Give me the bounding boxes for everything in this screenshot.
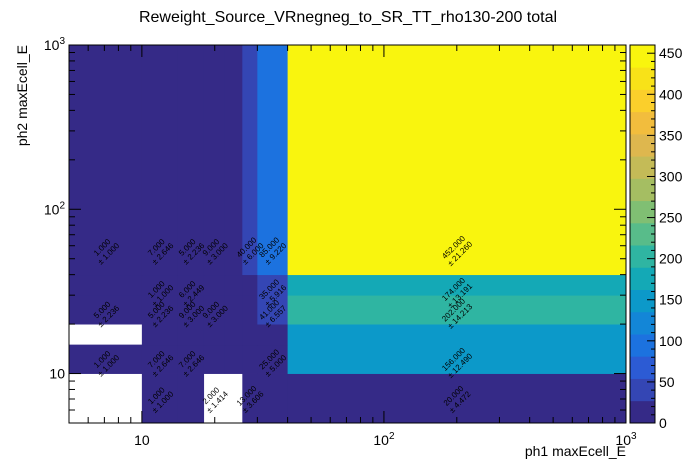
x-tick-exponent: 2 [389,431,395,442]
heatmap-cell [203,344,226,374]
heatmap-cell [141,324,178,346]
heatmap-cell [257,274,288,296]
z-tick-label: 450 [659,45,683,61]
heatmap-cell [257,45,288,276]
heatmap-cell [287,295,627,325]
heatmap-cell [242,274,258,296]
heatmap-cell [242,45,258,276]
heatmap-cell [242,344,258,374]
color-bar-segment [630,178,655,202]
heatmap-cell [177,45,205,276]
heatmap-cell [177,373,205,424]
heatmap-cell [242,295,258,325]
x-axis-label: ph1 maxEcell_E [525,443,626,459]
heatmap-cell [69,45,143,276]
heatmap-cell [177,295,205,325]
z-tick-label: 100 [659,333,683,349]
heatmap-cell [224,344,243,374]
heatmap-cells [69,45,627,424]
x-tick-label: 102 [373,431,395,448]
heatmap-cell [224,295,243,325]
heatmap-cell [141,274,178,296]
color-bar-segment [630,378,655,402]
x-axis: 10 102 103 [68,45,637,448]
y-tick-label: 103 [44,36,66,53]
y-tick-exponent: 2 [59,200,65,211]
color-bar-segment [630,45,655,68]
z-tick-label: 250 [659,210,683,226]
z-tick-label: 150 [659,292,683,308]
heatmap-cell [141,45,178,276]
color-bar-segment [630,400,655,424]
z-tick-label: 50 [659,374,675,390]
color-bar [629,44,656,424]
color-bar-axis: 0 50 100 150 200 250 300 350 400 450 [647,44,683,431]
color-bar-segment [630,67,655,90]
color-bar-segment [630,334,655,357]
y-tick-exponent: 3 [59,36,65,47]
z-tick-label: 0 [659,415,667,431]
color-bar-segment [630,89,655,113]
heatmap-cell [69,274,143,296]
color-bar-segment [630,356,655,379]
heatmap-cell [287,344,627,374]
color-bar-segment [630,156,655,179]
color-bar-segment [630,111,655,135]
y-tick-label: 102 [44,200,66,217]
heatmap-cell [203,324,226,346]
color-bar-segment [630,289,655,313]
x-tick-label: 10 [134,432,150,448]
heatmap-cell [177,324,205,346]
heatmap-cell [203,295,226,325]
heatmap-cell [177,344,205,374]
y-tick-label: 10 [49,366,65,382]
heatmap-cell [287,45,627,276]
heatmap-cell [242,324,258,346]
z-tick-label: 200 [659,251,683,267]
heatmap-cell [203,274,226,296]
heatmap-cell [287,373,627,424]
heatmap-cell [224,324,243,346]
heatmap-cell [257,295,288,325]
heatmap-cell [224,45,243,276]
heatmap-cell [257,373,288,424]
heatmap-cell [257,344,288,374]
heatmap-cell [141,344,178,374]
color-bar-segment [630,245,655,268]
color-bar-segment [630,311,655,335]
z-tick-label: 350 [659,127,683,143]
y-axis-label: ph2 maxEcell_E [14,45,30,146]
color-bar-segment [630,222,655,246]
heatmap-cell [141,295,178,325]
heatmap-cell [224,274,243,296]
heatmap-cell [242,373,258,424]
heatmap-cell [287,324,627,346]
z-tick-label: 400 [659,86,683,102]
heatmap-cell [69,295,143,325]
heatmap-cell [257,324,288,346]
heatmap-cell [287,274,627,296]
heatmap-cell [177,274,205,296]
color-bar-segment [630,200,655,224]
color-bar-segment [630,267,655,290]
plot-frame [68,44,627,424]
heatmap-cell [203,45,226,276]
heatmap-cell [69,344,143,374]
x-tick-exponent: 3 [631,431,637,442]
chart-title: Reweight_Source_VRnegneg_to_SR_TT_rho130… [139,9,557,26]
heatmap-cell [141,373,178,424]
color-bar-segment [630,133,655,157]
z-tick-label: 300 [659,168,683,184]
